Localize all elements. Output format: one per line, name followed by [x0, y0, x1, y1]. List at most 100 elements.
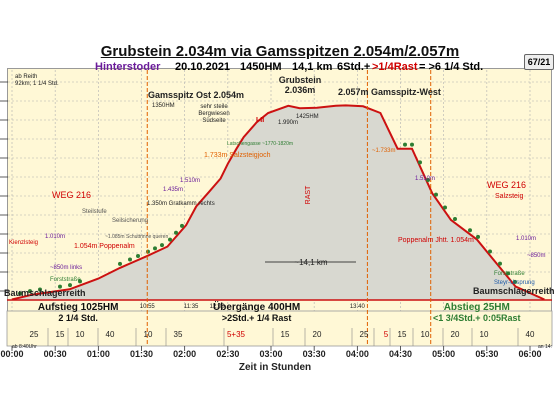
section-name: Übergänge 400HM [213, 300, 300, 313]
gratkamm-label: 1.350m Gratkamm rechts [147, 201, 215, 207]
altitude-1510-left: 1.510m [180, 178, 200, 184]
steilstufe-label: Steilstufe [82, 209, 107, 215]
tree-marker [506, 271, 510, 276]
x-tick-label: 06:00 [518, 349, 541, 359]
rast-label: >1/4Rast [372, 61, 418, 73]
tree-marker [136, 253, 140, 258]
tree-marker [488, 249, 492, 254]
duration-label: 6Std.+ [337, 61, 371, 73]
time-1135: 11:35 [184, 304, 199, 310]
schutt-label: ~1.085m Schuttrinne queren [105, 234, 168, 240]
segment-duration: 10 [144, 330, 153, 339]
tree-marker [418, 160, 422, 165]
gamsspitz-west-label: 2.057m Gamsspitz-West [338, 87, 441, 97]
tree-marker [426, 177, 430, 182]
total-label: = >6 1/4 Std. [419, 61, 484, 73]
salzsteigjoch-label: 1.733m Salzsteigjoch [204, 152, 271, 159]
segment-duration: 25 [360, 330, 369, 339]
segment-duration: 35 [174, 330, 183, 339]
tree-marker [434, 192, 438, 197]
tree-marker [146, 249, 150, 254]
profile-line [11, 104, 545, 301]
time-1055: 10:55 [140, 304, 156, 310]
seilsicherung-label: Seilsicherung [112, 218, 148, 224]
forststrasse-left-label: Forststraße [50, 277, 81, 283]
time-1200: 12:00 [210, 304, 226, 310]
section-time: 2 1/4 Std. [58, 313, 98, 323]
segment-duration: 10 [421, 330, 430, 339]
x-tick-label: 01:30 [130, 349, 153, 359]
tree-marker [153, 246, 157, 251]
poppenalm-right-label: Poppenalm Jhtt. 1.054m [398, 237, 474, 244]
segment-duration: 5 [384, 330, 389, 339]
tree-marker [476, 234, 480, 239]
tree-marker [168, 237, 172, 242]
section-time: <1 3/4Std.+ 0:05Rast [433, 313, 521, 323]
segment-duration: 10 [76, 330, 85, 339]
tree-marker [403, 142, 407, 147]
start-time-label: ab 8:40Uhr [12, 344, 37, 350]
profile-area [12, 105, 545, 301]
altitude-1733-right: ~1.733m [372, 148, 396, 154]
x-tick-label: 02:00 [173, 349, 196, 359]
tree-marker [68, 283, 72, 288]
segment-duration: 20 [451, 330, 460, 339]
rast-label: RAST [305, 185, 312, 204]
altitude-850-left: ~850m links [50, 265, 82, 271]
altitude-850-right: ~850m [527, 253, 546, 259]
hm-1425-label: 1425HM [296, 114, 319, 120]
chart-title: Grubstein 2.034m via Gamsspitzen 2.054m/… [100, 43, 460, 60]
section-name: Aufstieg 1025HM [38, 302, 119, 313]
segment-duration: 15 [398, 330, 407, 339]
distance-label: 14,1 km [292, 61, 333, 73]
x-tick-label: 00:30 [44, 349, 67, 359]
section-time: >2Std.+ 1/4 Rast [222, 313, 292, 323]
altitude-1010-right: 1.010m [516, 236, 536, 242]
tree-marker [118, 261, 122, 266]
tree-marker [18, 291, 22, 296]
place-label: Hinterstoder [95, 61, 161, 73]
difficulty-label: I-II [256, 117, 264, 124]
forststrasse-right-label: Forststraße [494, 271, 525, 277]
altitude-1010-left: 1.010m [45, 234, 65, 240]
x-tick-label: 04:00 [346, 349, 369, 359]
poppenalm-left-label: 1.054m Poppenalm [74, 243, 135, 250]
segment-duration: 15 [56, 330, 65, 339]
x-tick-label: 03:00 [259, 349, 282, 359]
x-tick-label: 04:30 [389, 349, 412, 359]
altitude-1510-right: 1.510m [415, 176, 435, 182]
tree-marker [180, 223, 184, 228]
salzsteig-label: Salzsteig [495, 193, 524, 200]
segment-duration: 25 [30, 330, 39, 339]
tree-marker [410, 142, 414, 147]
tree-marker [443, 205, 447, 210]
start-note: ab Reith 92km; 1 1/4 Std. [15, 74, 59, 87]
steile-bergwiesen-label: sehr steile Bergwiesen Südseite [198, 104, 229, 124]
altitude-1435: 1.435m [163, 187, 183, 193]
distance-label: ~14,1 km [294, 258, 327, 267]
gamsspitz-ost-label: Gamsspitz Ost 2.054m [148, 90, 244, 100]
baumschlagerreith-right: Baumschlagerreith [473, 286, 555, 296]
segment-duration: 10 [480, 330, 489, 339]
section-name: Abstieg 25HM [444, 302, 510, 313]
segment-duration: 40 [106, 330, 115, 339]
tree-marker [174, 230, 178, 235]
tree-marker [453, 216, 457, 221]
tree-marker [468, 228, 472, 233]
tree-marker [128, 257, 132, 262]
segment-duration: 20 [313, 330, 322, 339]
tree-marker [513, 279, 517, 284]
altitude-1990: 1.990m [278, 120, 298, 126]
date-label: 20.10.2021 [175, 61, 231, 73]
segment-duration: 15 [281, 330, 290, 339]
x-axis-title: Zeit in Stunden [239, 362, 311, 373]
x-tick-label: 05:30 [475, 349, 498, 359]
tree-marker [38, 287, 42, 292]
x-tick-label: 05:00 [432, 349, 455, 359]
steyr-ursprung-label: Steyr-Ursprung [494, 280, 535, 286]
weg-label-left: WEG 216 [52, 190, 91, 200]
x-tick-label: 02:30 [216, 349, 239, 359]
tree-marker [28, 289, 32, 294]
